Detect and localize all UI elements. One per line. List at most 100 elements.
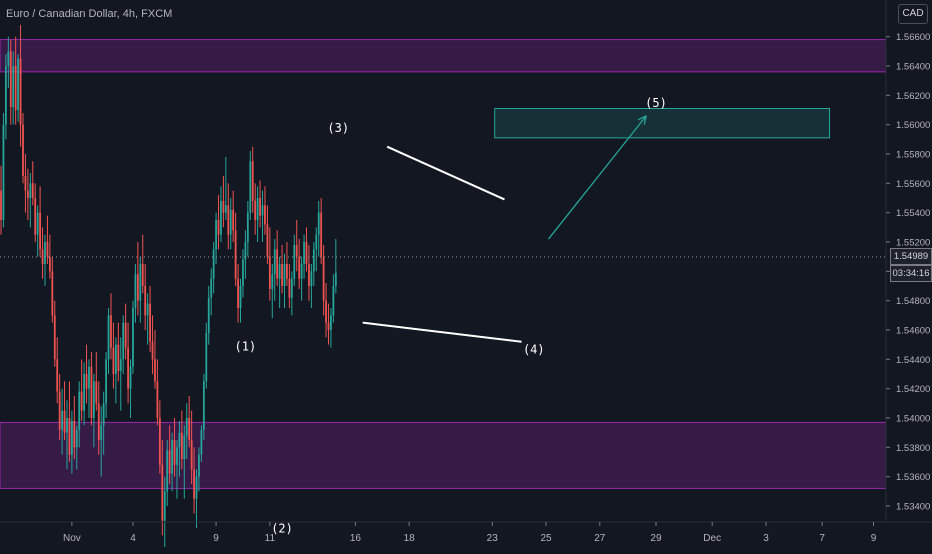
candle — [332, 274, 335, 323]
target-zone[interactable] — [494, 108, 831, 139]
candle — [149, 286, 151, 352]
time-tick-label: 4 — [130, 533, 136, 544]
candle — [215, 212, 217, 264]
candle — [48, 234, 51, 279]
candle — [144, 264, 147, 330]
candle — [46, 215, 49, 264]
candle — [173, 418, 176, 477]
candle — [83, 362, 85, 426]
price-tick-label: 1.54600 — [896, 326, 930, 337]
triangle-lower-line[interactable] — [362, 321, 522, 343]
candle — [117, 322, 120, 382]
candle — [80, 359, 83, 421]
resistance-zone[interactable] — [0, 39, 887, 73]
candle — [271, 264, 274, 319]
candle — [325, 283, 327, 338]
candle — [68, 381, 71, 462]
candle — [161, 440, 164, 536]
candle — [232, 190, 235, 242]
candle — [298, 239, 301, 289]
time-tick-label: 9 — [213, 533, 219, 544]
candle — [308, 244, 310, 301]
candle — [195, 469, 198, 528]
price-tick-label: 1.53600 — [896, 472, 930, 483]
candle — [90, 352, 93, 426]
candle — [188, 396, 191, 448]
triangle-upper-line[interactable] — [386, 145, 505, 201]
price-tick-label: 1.54200 — [896, 384, 930, 395]
candle — [212, 242, 215, 294]
candle — [193, 447, 195, 514]
wave-label: (4) — [523, 342, 545, 356]
candle — [205, 322, 208, 389]
candle — [278, 256, 281, 308]
candle — [246, 200, 249, 257]
candle — [141, 234, 144, 294]
candle — [24, 154, 27, 213]
candle — [251, 146, 254, 213]
candle — [124, 303, 127, 360]
candle — [300, 256, 303, 301]
candle — [114, 337, 117, 404]
time-tick-label: 16 — [350, 533, 362, 544]
candle — [9, 39, 12, 125]
candle — [122, 315, 125, 374]
candle — [7, 36, 10, 88]
price-tick-label: 1.55800 — [896, 150, 930, 161]
candle — [134, 264, 137, 323]
candle — [227, 183, 230, 250]
candle — [56, 337, 59, 404]
candle — [190, 410, 193, 484]
candle — [317, 200, 320, 257]
candle — [31, 161, 34, 206]
support-zone[interactable] — [0, 421, 887, 489]
candle — [244, 230, 247, 279]
candle — [129, 359, 132, 418]
currency-badge[interactable]: CAD — [898, 4, 928, 24]
candle — [293, 234, 296, 286]
candle — [58, 374, 61, 440]
candle — [198, 447, 200, 492]
candle — [53, 300, 56, 367]
candle — [95, 352, 98, 411]
time-tick-label: 11 — [265, 533, 276, 544]
candle — [146, 293, 149, 345]
candle — [229, 198, 232, 250]
candle — [158, 400, 161, 474]
candle — [242, 249, 244, 298]
candle — [237, 264, 239, 323]
candle — [330, 308, 332, 348]
candle — [178, 420, 181, 477]
candle — [127, 322, 129, 404]
candle — [0, 165, 2, 235]
candle — [17, 54, 20, 122]
candle — [281, 244, 283, 294]
candle — [249, 151, 252, 220]
projection-arrow[interactable] — [547, 115, 647, 240]
drawings — [362, 115, 647, 343]
candle — [12, 51, 15, 125]
time-tick-label: Dec — [703, 533, 721, 544]
candle — [92, 374, 95, 448]
candle — [2, 112, 5, 228]
current-price-label: 1.54989 — [890, 248, 932, 265]
candle — [171, 432, 173, 492]
candle — [305, 227, 308, 272]
candle — [261, 190, 264, 242]
candle — [88, 359, 90, 418]
time-tick-label: 29 — [650, 533, 662, 544]
candle — [239, 278, 242, 323]
candle — [63, 381, 66, 440]
candle — [222, 176, 225, 228]
candle — [220, 186, 222, 242]
candles — [0, 24, 337, 548]
candle — [183, 425, 186, 499]
candle — [259, 180, 261, 228]
time-axis[interactable]: Nov 4 9 11 16 18 23 25 27 29 Dec 3 7 9 — [63, 522, 877, 544]
candle — [29, 173, 32, 228]
candle — [75, 425, 78, 470]
candle — [315, 227, 318, 272]
candle — [139, 256, 142, 323]
